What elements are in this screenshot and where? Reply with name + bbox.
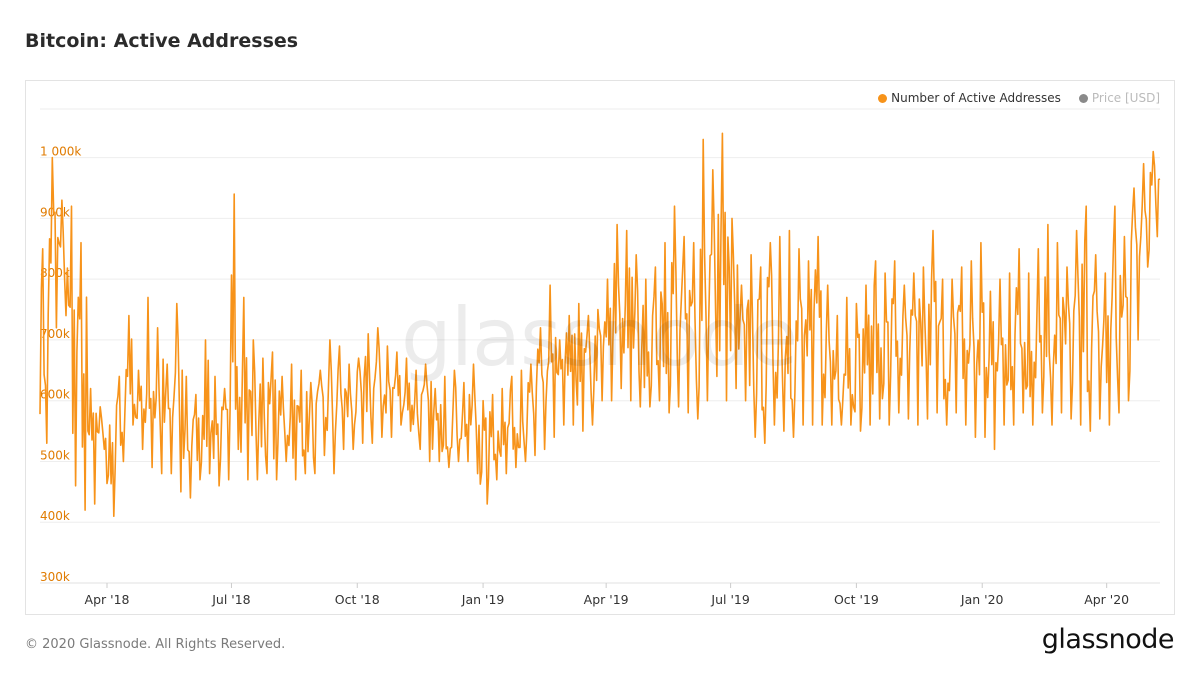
y-tick-label: 300k [40,570,70,584]
x-tick-label: Jan '19 [461,592,505,607]
legend-item-price[interactable]: Price [USD] [1078,91,1160,105]
x-tick-label: Jan '20 [960,592,1004,607]
series-line-active-addresses [39,132,1161,517]
x-tick-label: Apr '19 [584,592,629,607]
copyright-footer: © 2020 Glassnode. All Rights Reserved. [25,637,286,652]
x-tick-label: Apr '18 [85,592,130,607]
x-tick-label: Jul '19 [710,592,749,607]
x-tick-label: Oct '18 [335,592,380,607]
y-tick-label: 400k [40,509,70,523]
legend-label-active-addresses: Number of Active Addresses [891,91,1061,105]
legend-label-price: Price [USD] [1091,91,1160,105]
page-title: Bitcoin: Active Addresses [25,30,299,52]
y-tick-label: 600k [40,388,70,402]
x-tick-label: Apr '20 [1084,592,1129,607]
y-tick-label: 1 000k [40,145,81,159]
x-tick-label: Jul '18 [211,592,250,607]
chart-card: 300k 400k 500k 600k 700k 800k 900k 1 000k Apr '1… [25,80,1175,615]
legend-dot-price [1078,93,1088,103]
x-tick-label: Oct '19 [834,592,879,607]
chart-legend: Number of Active Addresses Price [USD] [878,91,1160,105]
legend-dot-active-addresses [878,93,888,103]
glassnode-logo[interactable]: glassnode [1041,624,1175,655]
legend-item-active-addresses[interactable]: Number of Active Addresses [878,91,1061,105]
y-tick-label: 500k [40,448,70,462]
